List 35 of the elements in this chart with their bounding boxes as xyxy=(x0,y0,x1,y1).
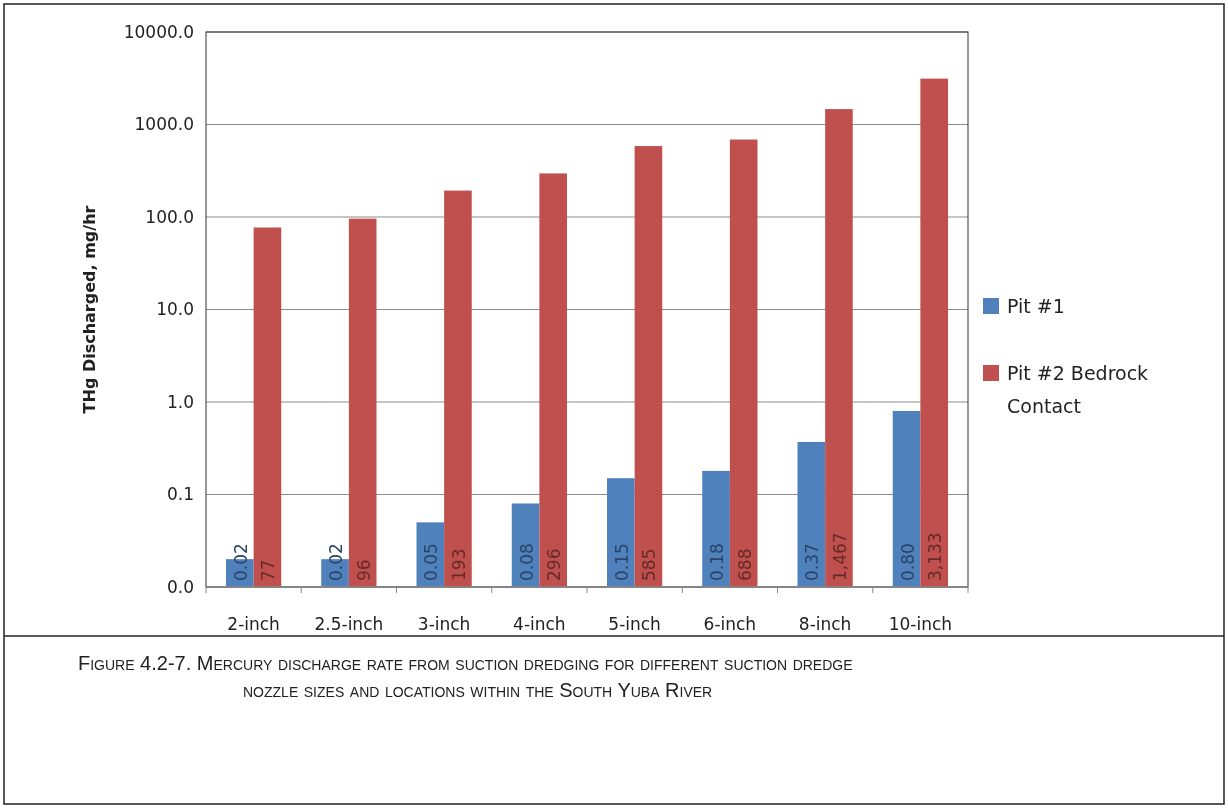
data-label: 1,467 xyxy=(829,532,850,581)
data-label: 193 xyxy=(448,548,469,581)
data-label: 0.37 xyxy=(802,543,823,581)
data-label: 0.15 xyxy=(611,543,632,581)
data-label: 0.02 xyxy=(230,543,251,581)
data-label: 0.05 xyxy=(421,543,442,581)
y-tick-label: 10000.0 xyxy=(123,21,194,42)
data-label: 688 xyxy=(734,548,755,581)
y-tick-label: 100.0 xyxy=(145,206,194,227)
x-tick-label: 2.5-inch xyxy=(314,614,384,634)
x-tick-label: 2-inch xyxy=(227,614,280,634)
x-tick-label: 10-inch xyxy=(888,614,953,634)
y-tick-label: 1.0 xyxy=(166,391,194,412)
data-label: 296 xyxy=(544,548,565,581)
x-tick-label: 4-inch xyxy=(513,614,566,634)
data-label: 0.02 xyxy=(326,543,347,581)
caption: Figure 4.2-7. Mercury discharge rate from suction dredging for different suction dredge nozzle sizes and locations within the South Yuba River xyxy=(78,652,853,701)
y-tick-label: 1000.0 xyxy=(134,114,194,135)
legend-label: Pit #1 xyxy=(1007,294,1065,317)
data-label: 77 xyxy=(258,559,279,581)
data-label: 3,133 xyxy=(925,532,946,581)
y-tick-label: 0.1 xyxy=(166,484,194,505)
x-tick-label: 6-inch xyxy=(703,614,757,634)
data-label: 585 xyxy=(639,548,660,581)
y-axis-title: THg Discharged, mg/hr xyxy=(80,205,99,414)
data-label: 0.08 xyxy=(516,543,537,581)
x-tick-label: 5-inch xyxy=(608,614,661,634)
y-tick-label: 10.0 xyxy=(156,299,194,320)
data-label: 0.18 xyxy=(707,543,728,581)
x-tick-label: 8-inch xyxy=(798,614,852,634)
data-label: 0.80 xyxy=(897,543,918,581)
data-label: 96 xyxy=(353,559,374,581)
x-tick-label: 3-inch xyxy=(417,614,471,634)
legend-label: Pit #2 Bedrock Contact xyxy=(1007,361,1149,417)
y-tick-label: 0.0 xyxy=(166,576,194,597)
